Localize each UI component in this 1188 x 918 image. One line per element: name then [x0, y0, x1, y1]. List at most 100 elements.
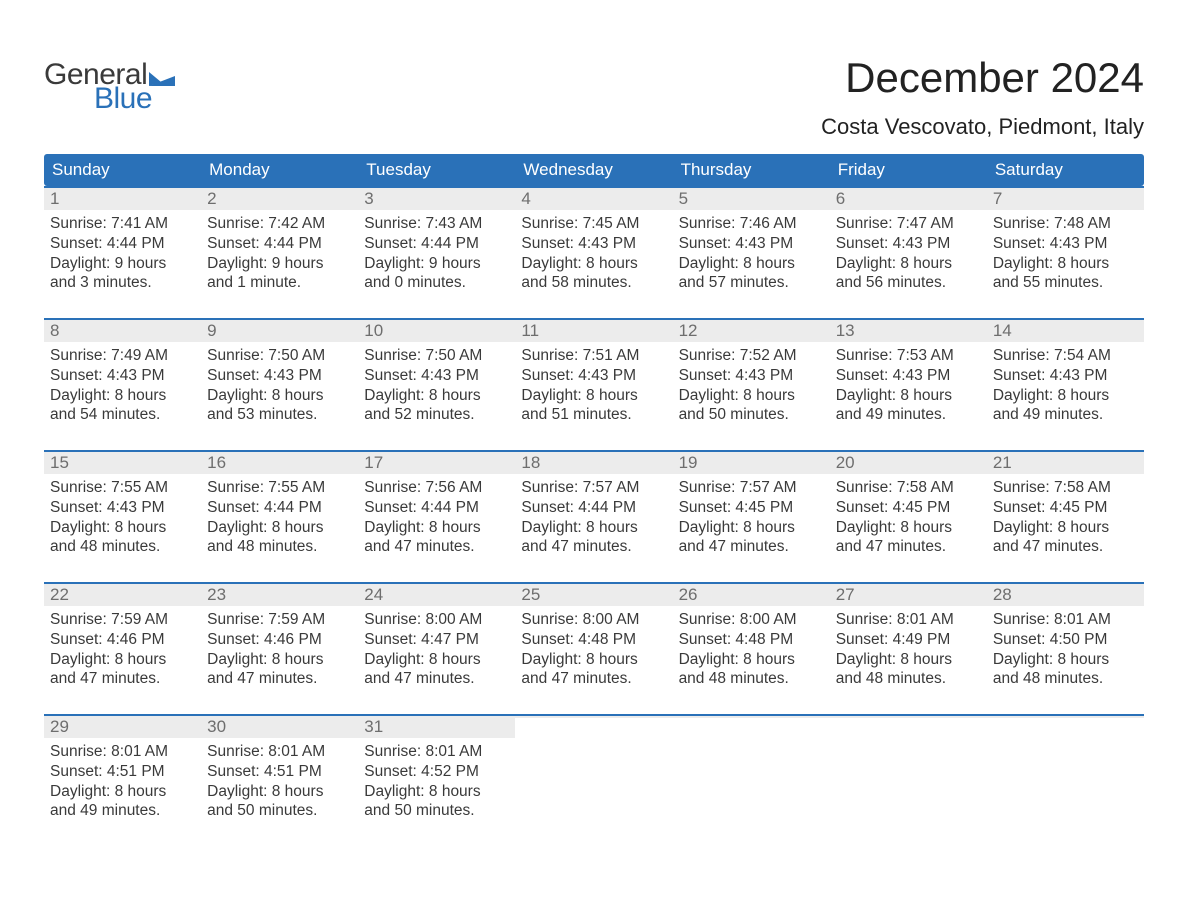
day-sunset-text: Sunset: 4:43 PM — [679, 366, 824, 386]
day-daylight2-text: and 48 minutes. — [50, 537, 195, 557]
day-daylight2-text: and 54 minutes. — [50, 405, 195, 425]
day-body: Sunrise: 7:46 AMSunset: 4:43 PMDaylight:… — [673, 210, 830, 293]
day-number: 18 — [521, 453, 540, 472]
day-body: Sunrise: 7:58 AMSunset: 4:45 PMDaylight:… — [830, 474, 987, 557]
day-sunset-text: Sunset: 4:43 PM — [364, 366, 509, 386]
day-sunset-text: Sunset: 4:44 PM — [364, 234, 509, 254]
day-sunrise-text: Sunrise: 8:01 AM — [207, 742, 352, 762]
day-number: 22 — [50, 585, 69, 604]
day-daylight1-text: Daylight: 8 hours — [521, 650, 666, 670]
day-cell: 19Sunrise: 7:57 AMSunset: 4:45 PMDayligh… — [673, 452, 830, 568]
day-daylight1-text: Daylight: 8 hours — [207, 518, 352, 538]
day-daylight2-text: and 50 minutes. — [364, 801, 509, 821]
day-cell: 27Sunrise: 8:01 AMSunset: 4:49 PMDayligh… — [830, 584, 987, 700]
day-sunrise-text: Sunrise: 7:50 AM — [364, 346, 509, 366]
day-daylight2-text: and 47 minutes. — [50, 669, 195, 689]
day-number-row — [515, 716, 672, 718]
day-daylight2-text: and 47 minutes. — [521, 669, 666, 689]
day-body: Sunrise: 7:56 AMSunset: 4:44 PMDaylight:… — [358, 474, 515, 557]
day-number: 4 — [521, 189, 530, 208]
day-number: 27 — [836, 585, 855, 604]
day-number: 17 — [364, 453, 383, 472]
day-number-row: 20 — [830, 452, 987, 474]
day-cell: 9Sunrise: 7:50 AMSunset: 4:43 PMDaylight… — [201, 320, 358, 436]
day-cell — [515, 716, 672, 832]
day-daylight1-text: Daylight: 8 hours — [50, 518, 195, 538]
day-daylight1-text: Daylight: 8 hours — [50, 386, 195, 406]
day-daylight1-text: Daylight: 8 hours — [521, 386, 666, 406]
day-body: Sunrise: 8:01 AMSunset: 4:52 PMDaylight:… — [358, 738, 515, 821]
day-number: 26 — [679, 585, 698, 604]
day-cell: 31 Sunrise: 8:01 AMSunset: 4:52 PMDayligh… — [358, 716, 515, 832]
day-body: Sunrise: 7:55 AMSunset: 4:44 PMDaylight:… — [201, 474, 358, 557]
day-sunset-text: Sunset: 4:45 PM — [836, 498, 981, 518]
calendar-week: 8Sunrise: 7:49 AMSunset: 4:43 PMDaylight… — [44, 318, 1144, 436]
day-sunrise-text: Sunrise: 7:45 AM — [521, 214, 666, 234]
day-sunset-text: Sunset: 4:43 PM — [50, 366, 195, 386]
day-cell: 14Sunrise: 7:54 AMSunset: 4:43 PMDayligh… — [987, 320, 1144, 436]
day-cell: 20Sunrise: 7:58 AMSunset: 4:45 PMDayligh… — [830, 452, 987, 568]
day-sunrise-text: Sunrise: 7:46 AM — [679, 214, 824, 234]
day-number-row: 13 — [830, 320, 987, 342]
logo: General Blue — [44, 28, 175, 116]
day-number-row: 7 — [987, 188, 1144, 210]
day-number-row: 14 — [987, 320, 1144, 342]
day-sunset-text: Sunset: 4:49 PM — [836, 630, 981, 650]
day-number-row: 26 — [673, 584, 830, 606]
day-cell: 4 Sunrise: 7:45 AMSunset: 4:43 PMDaylight… — [515, 188, 672, 304]
day-daylight2-text: and 48 minutes. — [836, 669, 981, 689]
day-body: Sunrise: 7:52 AMSunset: 4:43 PMDaylight:… — [673, 342, 830, 425]
day-body: Sunrise: 7:51 AMSunset: 4:43 PMDaylight:… — [515, 342, 672, 425]
day-daylight2-text: and 48 minutes. — [207, 537, 352, 557]
weekday-header: Thursday — [673, 154, 830, 186]
day-sunset-text: Sunset: 4:44 PM — [521, 498, 666, 518]
header: General Blue December 2024 Costa Vescova… — [44, 28, 1144, 140]
day-body: Sunrise: 7:59 AMSunset: 4:46 PMDaylight:… — [44, 606, 201, 689]
day-body: Sunrise: 7:53 AMSunset: 4:43 PMDaylight:… — [830, 342, 987, 425]
day-daylight2-text: and 47 minutes. — [679, 537, 824, 557]
day-number-row — [830, 716, 987, 718]
calendar: Sunday Monday Tuesday Wednesday Thursday… — [44, 154, 1144, 832]
weekday-header: Monday — [201, 154, 358, 186]
day-daylight1-text: Daylight: 8 hours — [364, 782, 509, 802]
day-body: Sunrise: 7:50 AMSunset: 4:43 PMDaylight:… — [201, 342, 358, 425]
day-number-row: 8 — [44, 320, 201, 342]
day-sunset-text: Sunset: 4:47 PM — [364, 630, 509, 650]
day-daylight2-text: and 1 minute. — [207, 273, 352, 293]
day-number: 31 — [364, 717, 383, 736]
day-cell: 3Sunrise: 7:43 AMSunset: 4:44 PMDaylight… — [358, 188, 515, 304]
weeks-container: 1Sunrise: 7:41 AMSunset: 4:44 PMDaylight… — [44, 186, 1144, 832]
day-daylight2-text: and 47 minutes. — [207, 669, 352, 689]
weekday-header: Sunday — [44, 154, 201, 186]
day-number-row: 3 — [358, 188, 515, 210]
day-number: 6 — [836, 189, 845, 208]
day-number-row: 6 — [830, 188, 987, 210]
day-number-row: 1 — [44, 188, 201, 210]
day-sunset-text: Sunset: 4:43 PM — [836, 366, 981, 386]
day-sunrise-text: Sunrise: 7:43 AM — [364, 214, 509, 234]
day-body: Sunrise: 7:45 AMSunset: 4:43 PMDaylight:… — [515, 210, 672, 293]
day-cell — [673, 716, 830, 832]
day-daylight2-text: and 53 minutes. — [207, 405, 352, 425]
day-sunset-text: Sunset: 4:51 PM — [50, 762, 195, 782]
day-daylight1-text: Daylight: 8 hours — [679, 254, 824, 274]
day-daylight2-text: and 49 minutes. — [993, 405, 1138, 425]
day-cell: 2Sunrise: 7:42 AMSunset: 4:44 PMDaylight… — [201, 188, 358, 304]
day-body: Sunrise: 8:00 AMSunset: 4:47 PMDaylight:… — [358, 606, 515, 689]
weekday-header: Saturday — [987, 154, 1144, 186]
day-sunset-text: Sunset: 4:45 PM — [679, 498, 824, 518]
day-cell: 13Sunrise: 7:53 AMSunset: 4:43 PMDayligh… — [830, 320, 987, 436]
day-cell: 5Sunrise: 7:46 AMSunset: 4:43 PMDaylight… — [673, 188, 830, 304]
day-daylight1-text: Daylight: 8 hours — [364, 518, 509, 538]
day-body: Sunrise: 8:01 AMSunset: 4:50 PMDaylight:… — [987, 606, 1144, 689]
day-number-row — [987, 716, 1144, 718]
day-body: Sunrise: 7:43 AMSunset: 4:44 PMDaylight:… — [358, 210, 515, 293]
day-daylight1-text: Daylight: 8 hours — [207, 782, 352, 802]
day-daylight2-text: and 47 minutes. — [364, 669, 509, 689]
day-sunrise-text: Sunrise: 7:57 AM — [521, 478, 666, 498]
day-daylight1-text: Daylight: 8 hours — [836, 518, 981, 538]
weekday-header: Wednesday — [515, 154, 672, 186]
day-sunrise-text: Sunrise: 8:00 AM — [679, 610, 824, 630]
day-sunrise-text: Sunrise: 7:50 AM — [207, 346, 352, 366]
day-daylight1-text: Daylight: 8 hours — [521, 518, 666, 538]
